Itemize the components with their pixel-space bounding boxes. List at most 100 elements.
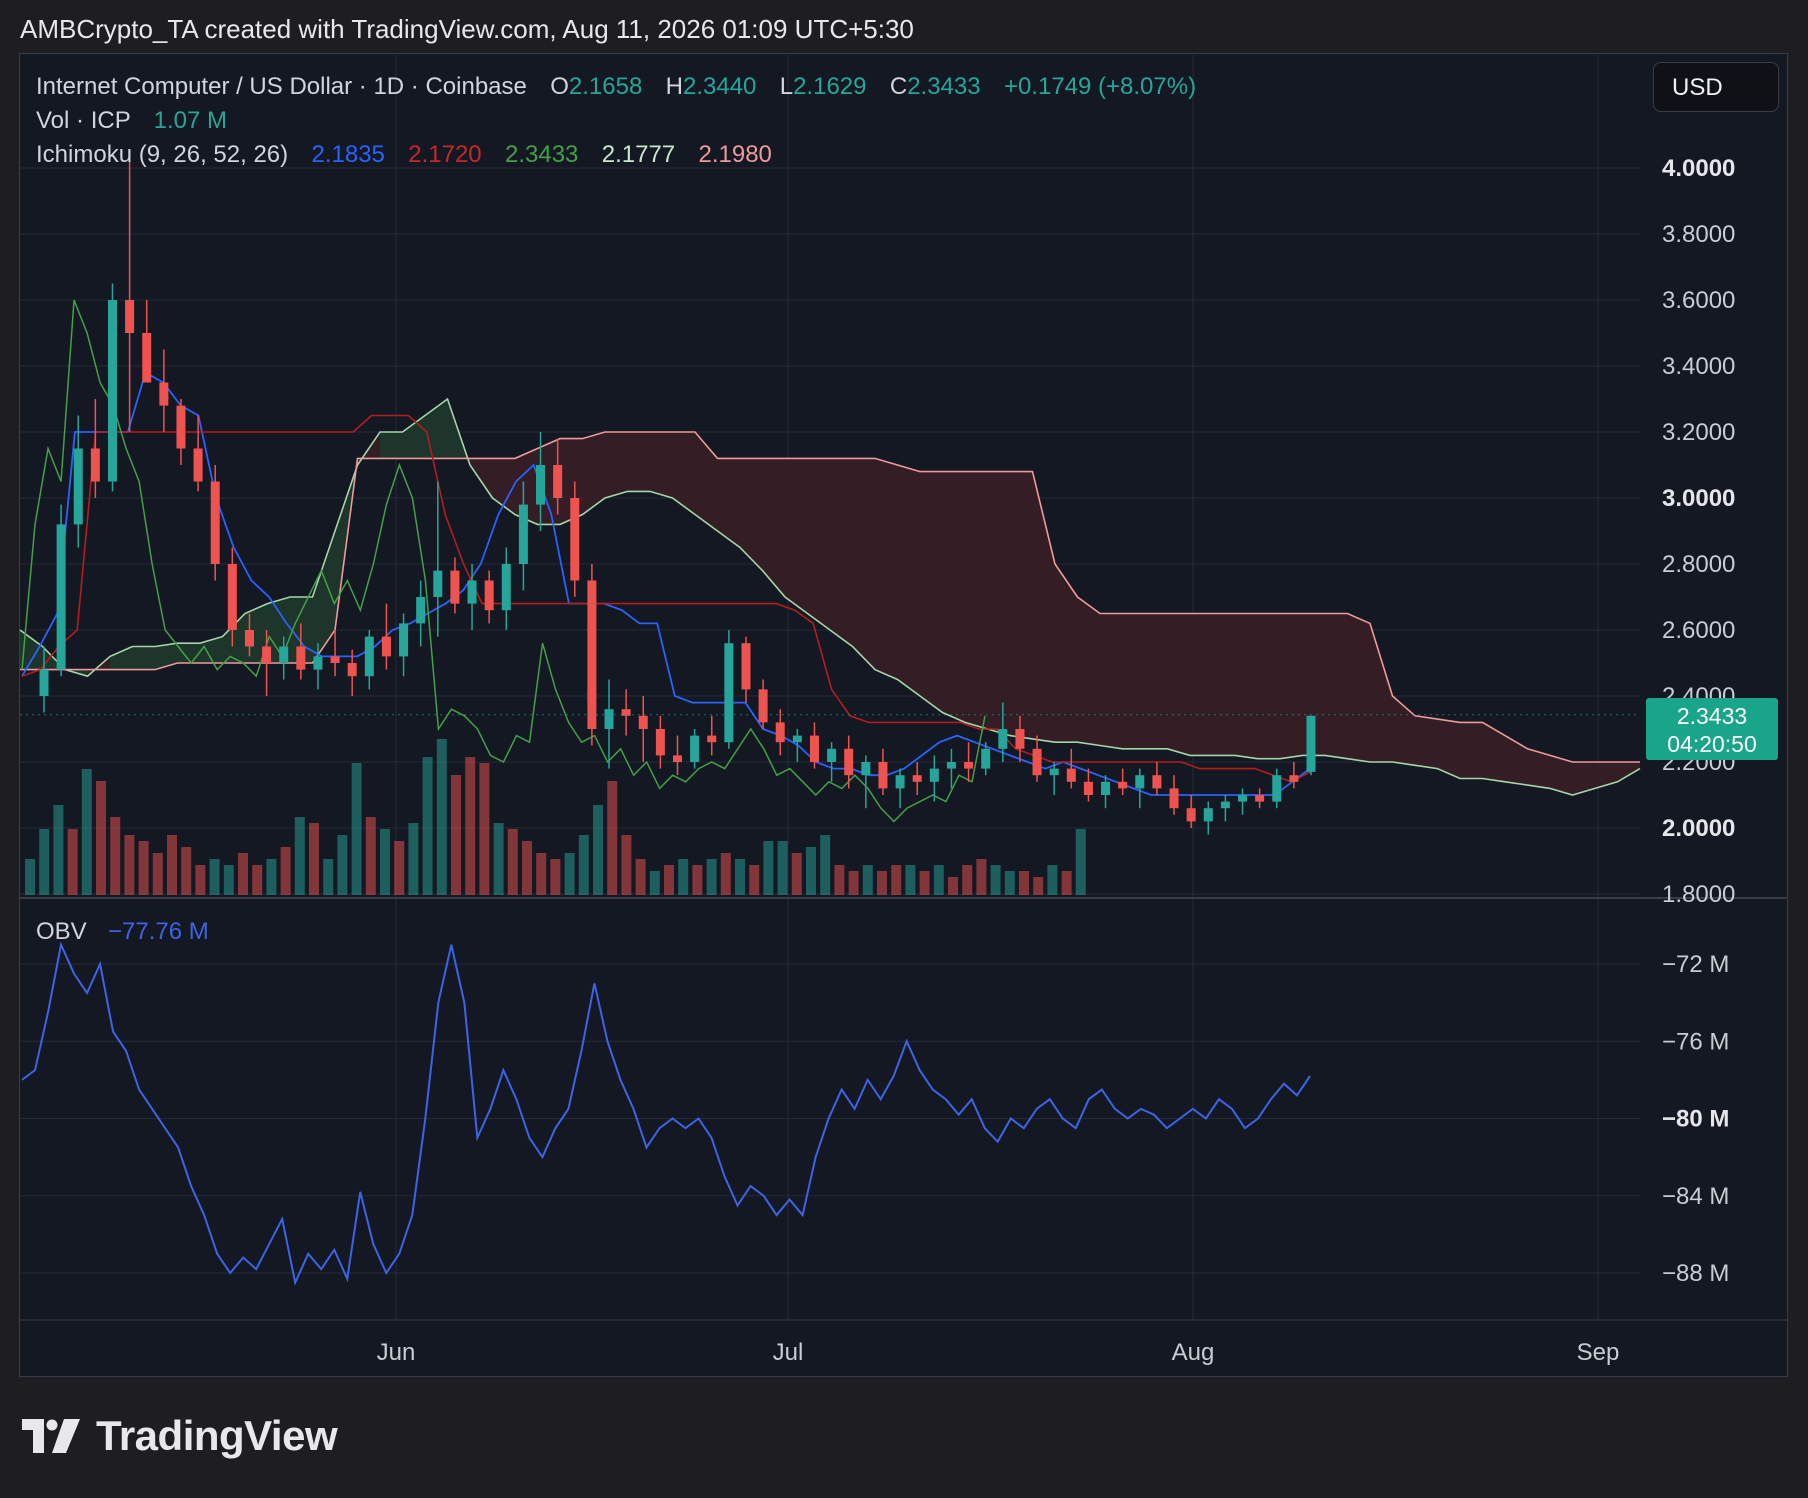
candle-body — [1220, 801, 1230, 809]
candle-body — [1118, 781, 1128, 789]
cloud-segment — [942, 471, 965, 723]
cloud-segment — [1572, 762, 1595, 795]
ohlc-legend-row: Internet Computer / US Dollar · 1D · Coi… — [36, 70, 1196, 104]
candle-body — [1152, 775, 1162, 789]
cloud-segment — [1280, 613, 1303, 759]
cloud-segment — [20, 630, 43, 670]
volume-bar — [735, 859, 745, 895]
candle-body — [39, 669, 49, 696]
volume-bar — [621, 835, 632, 895]
candle-body — [809, 735, 819, 762]
obv-tick-label: −88 M — [1662, 1260, 1729, 1287]
cloud-segment — [740, 458, 763, 571]
price-tick-label: 3.6000 — [1662, 287, 1735, 314]
candle-body — [1083, 781, 1093, 795]
volume-bar — [152, 853, 163, 895]
cloud-segment — [582, 432, 605, 515]
price-tick-label: 3.0000 — [1662, 485, 1735, 512]
currency-button[interactable]: USD — [1653, 62, 1779, 112]
volume-bar — [124, 835, 135, 895]
cloud-segment — [897, 465, 920, 696]
volume-bar — [493, 823, 504, 895]
close-label: C — [889, 73, 908, 100]
cloud-segment — [1415, 715, 1438, 769]
volume-bar — [678, 859, 689, 895]
symbol-title[interactable]: Internet Computer / US Dollar · 1D · Coi… — [36, 73, 527, 100]
candle-body — [1032, 748, 1042, 776]
candle-body — [210, 481, 220, 564]
low-value: 2.1629 — [793, 73, 867, 100]
volume-bar — [451, 775, 461, 895]
tradingview-brand: TradingView — [96, 1412, 338, 1459]
cloud-segment — [312, 531, 335, 663]
volume-bar — [1019, 871, 1029, 895]
cloud-segment — [830, 458, 853, 647]
candle-body — [279, 646, 289, 663]
volume-bar — [96, 781, 106, 895]
low-label: L — [779, 73, 794, 100]
ichimoku-label[interactable]: Ichimoku (9, 26, 52, 26) — [36, 141, 289, 168]
volume-bar — [223, 865, 234, 895]
candle-body — [433, 570, 443, 597]
candle-body — [827, 748, 837, 762]
tradingview-logo[interactable]: TradingView — [22, 1412, 338, 1460]
obv-value: −77.76 M — [108, 918, 209, 945]
month-label: Jun — [377, 1339, 416, 1366]
cloud-segment — [425, 399, 448, 459]
cloud-segment — [920, 471, 943, 713]
cloud-segment — [1190, 613, 1213, 756]
cloud-segment — [1032, 471, 1055, 743]
volume-bar — [522, 841, 532, 895]
volume-bar — [252, 865, 263, 895]
candle-body — [56, 524, 66, 670]
volume-bar — [507, 829, 518, 895]
cloud-segment — [1010, 471, 1033, 739]
volume-bar — [593, 805, 603, 895]
volume-label[interactable]: Vol · ICP — [36, 107, 131, 134]
cloud-segment — [672, 432, 695, 515]
candle-body — [364, 636, 374, 677]
candle-body — [1289, 775, 1299, 782]
candle-body — [741, 643, 751, 690]
candle-body — [227, 564, 237, 630]
volume-bar — [1047, 865, 1058, 895]
candle-body — [142, 333, 152, 383]
volume-bar — [351, 763, 362, 895]
open-label: O — [550, 73, 569, 100]
candle-body — [347, 663, 357, 677]
volume-bar — [195, 865, 206, 895]
cloud-segment — [1122, 613, 1145, 749]
senkou-span-a-line — [19, 397, 1641, 796]
candle-body — [536, 465, 546, 505]
tenkan-value: 2.1835 — [311, 141, 385, 168]
candle-body — [1101, 781, 1111, 795]
price-tick-label: 1.8000 — [1662, 881, 1735, 908]
change-value: +0.1749 (+8.07%) — [1003, 73, 1197, 100]
volume-bar — [1033, 877, 1044, 895]
cloud-segment — [762, 458, 785, 597]
volume-bar — [649, 871, 660, 895]
cloud-segment — [1370, 623, 1393, 762]
cloud-segment — [110, 646, 133, 670]
cloud-segment — [650, 432, 673, 498]
volume-bar — [720, 853, 731, 895]
volume-bar — [877, 871, 887, 895]
candle-body — [638, 715, 648, 729]
volume-bar — [664, 865, 674, 895]
candle-body — [125, 300, 135, 333]
candle-body — [1049, 768, 1059, 776]
volume-bar — [294, 817, 305, 895]
price-tick-label: 2.0000 — [1662, 815, 1735, 842]
cloud-segment — [1325, 613, 1348, 759]
candle-body — [176, 405, 186, 449]
candle-body — [707, 735, 717, 743]
month-label: Jul — [773, 1339, 804, 1366]
volume-bar — [422, 757, 433, 895]
volume-bar — [948, 877, 958, 895]
month-label: Aug — [1172, 1339, 1215, 1366]
obv-label[interactable]: OBV — [36, 918, 87, 945]
volume-bar — [862, 865, 873, 895]
kijun-sen-line — [21, 414, 1311, 783]
candle-body — [107, 300, 117, 482]
